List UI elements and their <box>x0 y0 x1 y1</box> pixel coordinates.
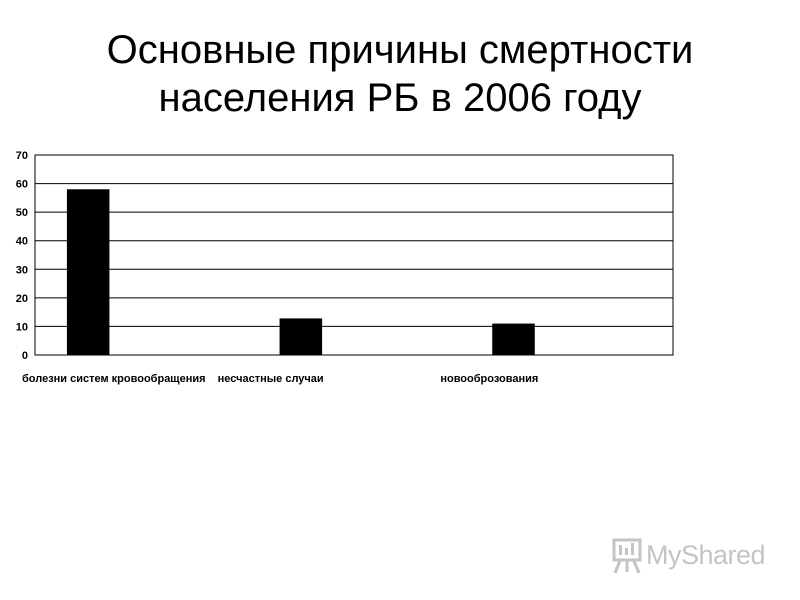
myshared-watermark: MyShared <box>606 536 766 576</box>
x-category-label: новооброзования <box>440 373 538 385</box>
chart-title-line-2: населения РБ в 2006 году <box>158 76 642 120</box>
plot-area <box>34 154 674 356</box>
y-tick-label: 50 <box>16 207 28 219</box>
y-tick-label: 40 <box>16 236 28 248</box>
y-tick-label: 20 <box>16 293 28 305</box>
bar <box>492 323 535 355</box>
y-tick-label: 60 <box>16 179 28 191</box>
x-category-label: несчастные случаи <box>218 373 324 385</box>
y-tick-label: 0 <box>22 350 28 362</box>
y-tick-label: 10 <box>16 321 28 333</box>
watermark-text: MyShared <box>646 540 766 570</box>
chart-title-line-1: Основные причины смертности <box>106 28 694 72</box>
bar <box>66 189 110 355</box>
chart-title: Основные причины смертности населения РБ… <box>0 26 800 122</box>
y-tick-label: 70 <box>16 150 28 162</box>
bar <box>279 318 323 355</box>
y-tick-label: 30 <box>16 264 28 276</box>
x-category-label: болезни систем кровообращения <box>22 373 206 385</box>
presentation-board-icon <box>612 538 642 574</box>
